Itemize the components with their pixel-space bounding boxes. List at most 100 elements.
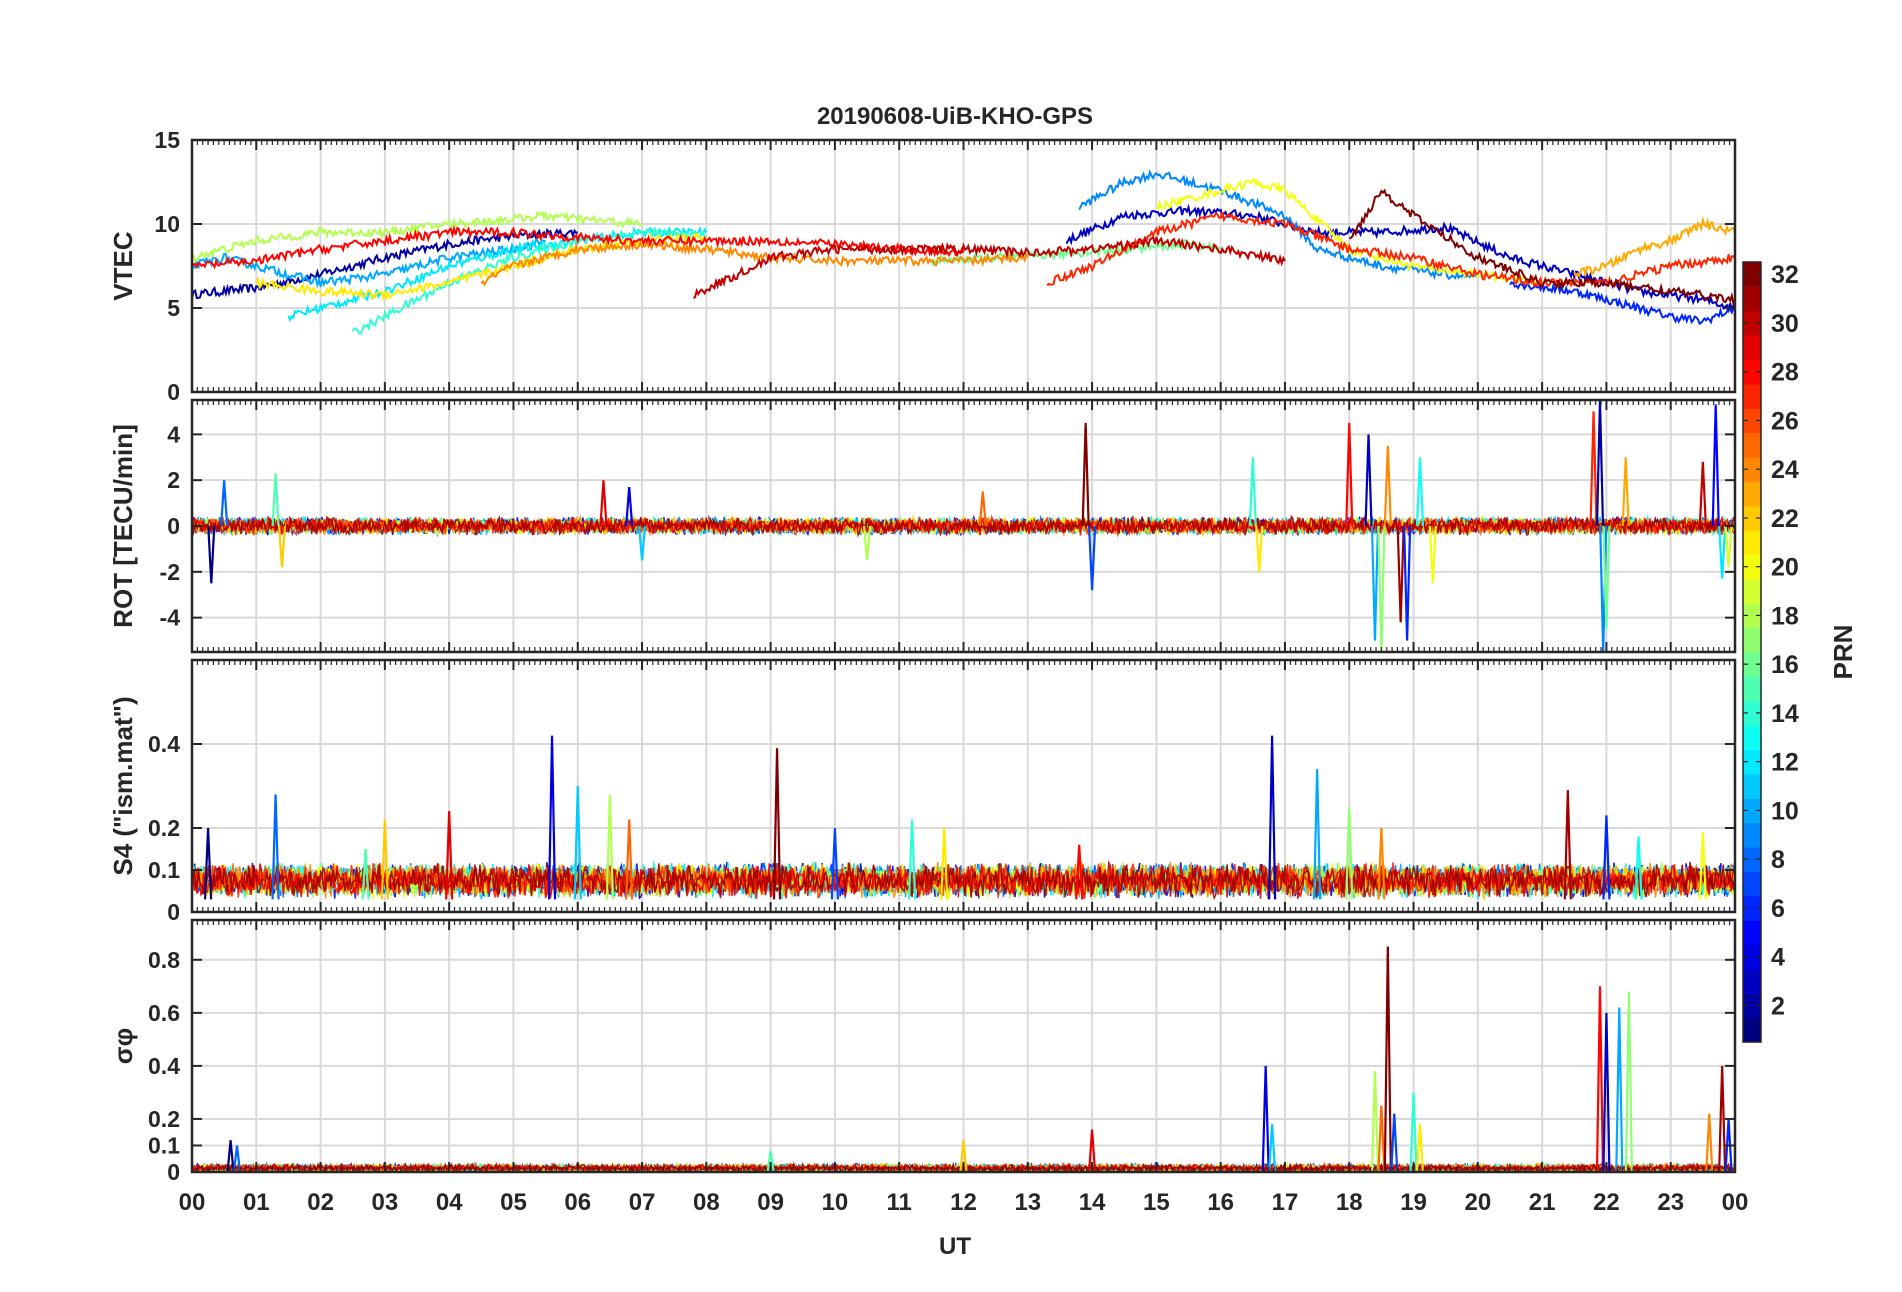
series-line-prn-24 — [480, 237, 1029, 287]
panel-s4: 0 0.1 0.2 0.4 S4 ("ism.mat") — [108, 658, 1737, 925]
colorbar-tick-label: 26 — [1771, 407, 1799, 435]
x-tick-label: 06 — [564, 1189, 591, 1216]
x-tick-label: 17 — [1272, 1189, 1299, 1216]
spike-mark — [1563, 790, 1572, 900]
spike-mark — [1081, 422, 1090, 527]
spike-mark — [271, 794, 280, 900]
spike-mark — [1724, 525, 1733, 568]
y-tick-label: 0 — [167, 899, 180, 925]
spike-mark — [830, 827, 840, 900]
colorbar-tick-label: 30 — [1771, 310, 1799, 338]
colorbar-segment-prn-14 — [1743, 700, 1761, 726]
spike-mark — [1383, 946, 1392, 1172]
colorbar-segment-prn-28 — [1743, 359, 1761, 385]
grid-rot — [191, 400, 1736, 652]
figure-title: 20190608-UiB-KHO-GPS — [817, 103, 1093, 130]
colorbar-segment-prn-11 — [1743, 773, 1761, 799]
spike-mark — [380, 819, 389, 900]
y-tick-label: 0.4 — [148, 731, 180, 757]
colorbar-segment-prn-13 — [1743, 725, 1761, 751]
spike-mark — [271, 473, 280, 527]
spike-mark — [1087, 525, 1097, 591]
series-line-prn-14 — [351, 226, 708, 335]
y-tick-label: 5 — [167, 295, 180, 321]
panel-rot: -4 -2 0 2 4 ROT [TECU/min] — [108, 398, 1737, 654]
series-line-prn-27 — [1046, 211, 1735, 290]
spike-mark — [1396, 525, 1405, 623]
colorbar-segment-prn-12 — [1743, 749, 1761, 775]
series-line-prn-23 — [1573, 215, 1735, 278]
spike-mark — [1255, 525, 1264, 572]
x-tick-label: 10 — [822, 1189, 849, 1216]
panel-sigma_phi: 00.10.2 0.4 0.6 0.8 σφ — [108, 918, 1737, 1185]
series-line-prn-31 — [192, 861, 1735, 901]
spike-mark — [1403, 525, 1412, 641]
spike-mark — [1621, 457, 1630, 527]
spike-mark — [1409, 1092, 1418, 1172]
spike-mark — [1364, 434, 1373, 527]
series-line-prn-2 — [192, 227, 578, 299]
spike-mark — [1634, 836, 1643, 900]
y-tick-label: 10 — [154, 211, 180, 237]
spike-mark — [1711, 404, 1720, 527]
y-tick-label: -4 — [160, 605, 181, 631]
series-line-prn-28 — [192, 224, 965, 270]
colorbar-segment-prn-29 — [1743, 335, 1761, 361]
x-tick-label: 03 — [372, 1189, 399, 1216]
colorbar-segment-prn-1 — [1743, 1017, 1761, 1043]
colorbar-segment-prn-24 — [1743, 457, 1761, 482]
series-line-prn-32 — [1348, 188, 1735, 307]
colorbar-tick-label: 24 — [1771, 456, 1799, 484]
spike-mark — [978, 491, 987, 527]
spike-mark — [625, 486, 634, 527]
colorbar-segment-prn-19 — [1743, 578, 1761, 604]
spike-mark — [1383, 445, 1392, 527]
colorbar-tick-label: 6 — [1771, 895, 1785, 923]
y-axis-label-vtec: VTEC — [108, 231, 138, 301]
spike-mark — [1268, 1124, 1277, 1172]
spike-mark — [1615, 1007, 1624, 1172]
y-tick-label: 2 — [167, 467, 180, 493]
colorbar-segment-prn-7 — [1743, 871, 1761, 897]
x-tick-label: 00 — [179, 1189, 206, 1216]
colorbar-tick-label: 32 — [1771, 261, 1799, 289]
colorbar-segment-prn-20 — [1743, 554, 1761, 580]
colorbar-segment-prn-23 — [1743, 481, 1761, 507]
spike-mark — [1313, 769, 1322, 900]
colorbar-tick-label: 8 — [1771, 846, 1785, 874]
series-line-prn-6 — [1509, 280, 1735, 326]
x-tick-label: 20 — [1464, 1189, 1491, 1216]
axes-rot: -4 -2 0 2 4 — [160, 398, 1737, 654]
x-axis-label: UT — [939, 1233, 971, 1260]
series-line-prn-30 — [692, 235, 1286, 299]
series-line-prn-20 — [1155, 177, 1543, 287]
spike-mark — [907, 819, 917, 900]
spike-mark — [1370, 525, 1380, 641]
colorbar-tick-label: 22 — [1771, 505, 1799, 533]
spike-mark — [1624, 991, 1634, 1172]
colorbar-gradient — [1743, 262, 1761, 1043]
x-tick-label: 13 — [1014, 1189, 1041, 1216]
spike-mark — [1602, 525, 1611, 630]
x-tick-label: 01 — [243, 1189, 270, 1216]
x-tick-label: 23 — [1657, 1189, 1684, 1216]
x-tick-label: 22 — [1593, 1189, 1620, 1216]
colorbar-segment-prn-22 — [1743, 505, 1761, 531]
spike-mark — [1087, 1129, 1097, 1172]
colorbar-segment-prn-21 — [1743, 530, 1761, 556]
spike-mark — [1370, 1071, 1380, 1172]
colorbar-segment-prn-18 — [1743, 603, 1761, 629]
x-tick-label: 12 — [950, 1189, 977, 1216]
colorbar-segment-prn-16 — [1743, 652, 1761, 677]
colorbar-tick-label: 18 — [1771, 602, 1799, 630]
y-tick-label: 4 — [167, 421, 180, 447]
colorbar-segment-prn-25 — [1743, 432, 1761, 458]
x-tick-label: 02 — [307, 1189, 334, 1216]
colorbar-tick-label: 28 — [1771, 359, 1799, 387]
colorbar-segment-prn-32 — [1743, 262, 1761, 287]
spike-mark — [1718, 525, 1727, 579]
spike-mark — [959, 1140, 968, 1172]
